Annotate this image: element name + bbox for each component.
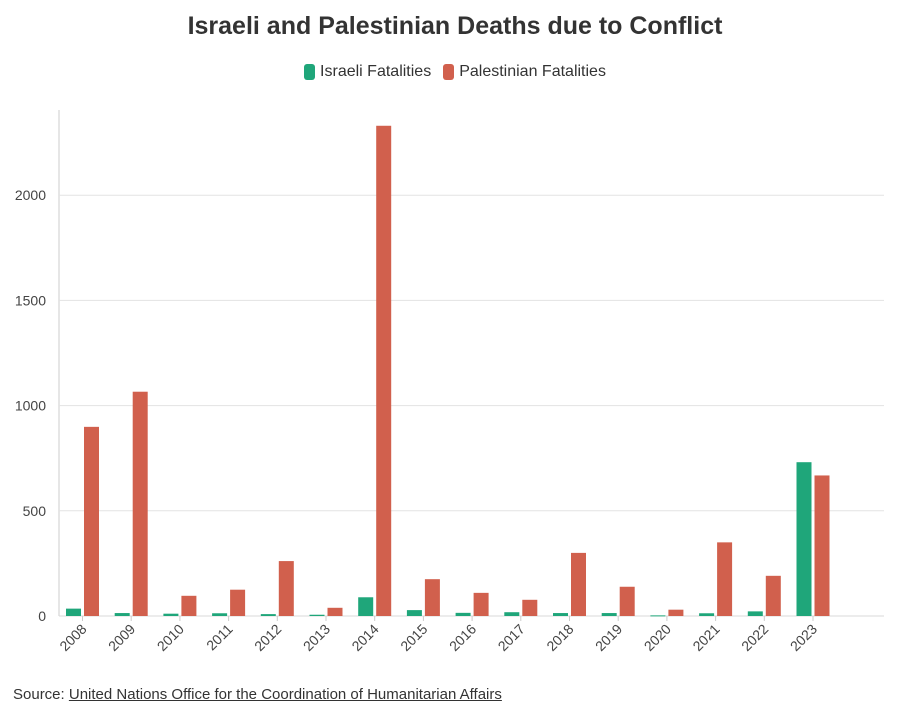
bar-israeli-2014[interactable] bbox=[358, 597, 374, 616]
bar-palestinian-2016[interactable] bbox=[473, 592, 489, 616]
bar-palestinian-2018[interactable] bbox=[571, 552, 586, 616]
bar-israeli-2011[interactable] bbox=[212, 613, 228, 616]
y-tick-label: 1000 bbox=[15, 398, 46, 414]
x-tick-label: 2021 bbox=[689, 621, 722, 654]
legend-item-palestinian[interactable]: Palestinian Fatalities bbox=[443, 63, 606, 81]
bar-palestinian-2008[interactable] bbox=[84, 426, 99, 616]
bar-palestinian-2010[interactable] bbox=[181, 595, 197, 616]
chart-title: Israeli and Palestinian Deaths due to Co… bbox=[187, 12, 723, 40]
legend-swatch-israeli bbox=[304, 64, 316, 80]
source-note: Source: United Nations Office for the Co… bbox=[13, 686, 502, 703]
source-link[interactable]: United Nations Office for the Coordinati… bbox=[68, 686, 502, 703]
bar-israeli-2015[interactable] bbox=[406, 610, 422, 616]
bar-palestinian-2012[interactable] bbox=[278, 561, 294, 616]
bar-palestinian-2021[interactable] bbox=[717, 542, 733, 616]
y-tick-label: 1500 bbox=[15, 292, 46, 308]
x-tick-label: 2017 bbox=[495, 621, 528, 654]
bar-israeli-2020[interactable] bbox=[650, 615, 666, 617]
bar-palestinian-2014[interactable] bbox=[376, 125, 392, 616]
legend-label-israeli: Israeli Fatalities bbox=[320, 63, 432, 80]
x-tick-label: 2008 bbox=[56, 621, 89, 654]
chart-legend: Israeli Fatalities Palestinian Fatalitie… bbox=[0, 63, 910, 81]
bar-israeli-2017[interactable] bbox=[504, 612, 520, 616]
bar-palestinian-2011[interactable] bbox=[230, 589, 246, 616]
bar-palestinian-2022[interactable] bbox=[765, 575, 781, 616]
bar-palestinian-2017[interactable] bbox=[522, 599, 538, 616]
source-label: Source: bbox=[13, 686, 65, 703]
bar-palestinian-2009[interactable] bbox=[132, 391, 148, 616]
bar-palestinian-2020[interactable] bbox=[668, 609, 684, 616]
x-tick-label: 2011 bbox=[203, 621, 236, 654]
bar-israeli-2010[interactable] bbox=[163, 613, 179, 616]
bar-israeli-2013[interactable] bbox=[309, 614, 325, 616]
x-tick-label: 2023 bbox=[787, 621, 820, 654]
bar-israeli-2021[interactable] bbox=[699, 613, 715, 616]
bar-israeli-2023[interactable] bbox=[796, 462, 812, 616]
bar-israeli-2019[interactable] bbox=[601, 613, 617, 616]
y-tick-label: 0 bbox=[38, 608, 46, 624]
legend-swatch-palestinian bbox=[443, 64, 455, 80]
bar-israeli-2008[interactable] bbox=[66, 608, 81, 616]
bar-israeli-2016[interactable] bbox=[455, 612, 471, 616]
x-tick-label: 2010 bbox=[154, 621, 187, 654]
bar-israeli-2009[interactable] bbox=[114, 613, 130, 616]
y-tick-label: 500 bbox=[23, 503, 47, 519]
x-tick-label: 2012 bbox=[251, 621, 284, 654]
bar-palestinian-2015[interactable] bbox=[424, 579, 440, 616]
x-tick-label: 2019 bbox=[592, 621, 625, 654]
x-tick-label: 2020 bbox=[641, 621, 674, 654]
legend-item-israeli[interactable]: Israeli Fatalities bbox=[304, 63, 431, 81]
x-tick-label: 2018 bbox=[543, 621, 576, 654]
x-tick-label: 2014 bbox=[348, 621, 381, 654]
x-tick-label: 2016 bbox=[446, 621, 479, 654]
x-tick-label: 2022 bbox=[738, 621, 771, 654]
x-tick-label: 2013 bbox=[300, 621, 333, 654]
legend-label-palestinian: Palestinian Fatalities bbox=[459, 63, 606, 80]
bar-palestinian-2023[interactable] bbox=[814, 475, 830, 616]
bar-palestinian-2013[interactable] bbox=[327, 607, 343, 616]
bar-israeli-2022[interactable] bbox=[747, 611, 763, 616]
bar-israeli-2012[interactable] bbox=[260, 614, 276, 616]
bar-palestinian-2019[interactable] bbox=[619, 586, 635, 616]
x-tick-label: 2009 bbox=[105, 621, 138, 654]
y-tick-label: 2000 bbox=[15, 187, 46, 203]
x-tick-label: 2015 bbox=[397, 621, 430, 654]
bar-israeli-2018[interactable] bbox=[553, 613, 568, 616]
bar-chart: 0 500 1000 1500 2000 2008 2009 2010 2011 2012 2013… bbox=[15, 110, 884, 654]
